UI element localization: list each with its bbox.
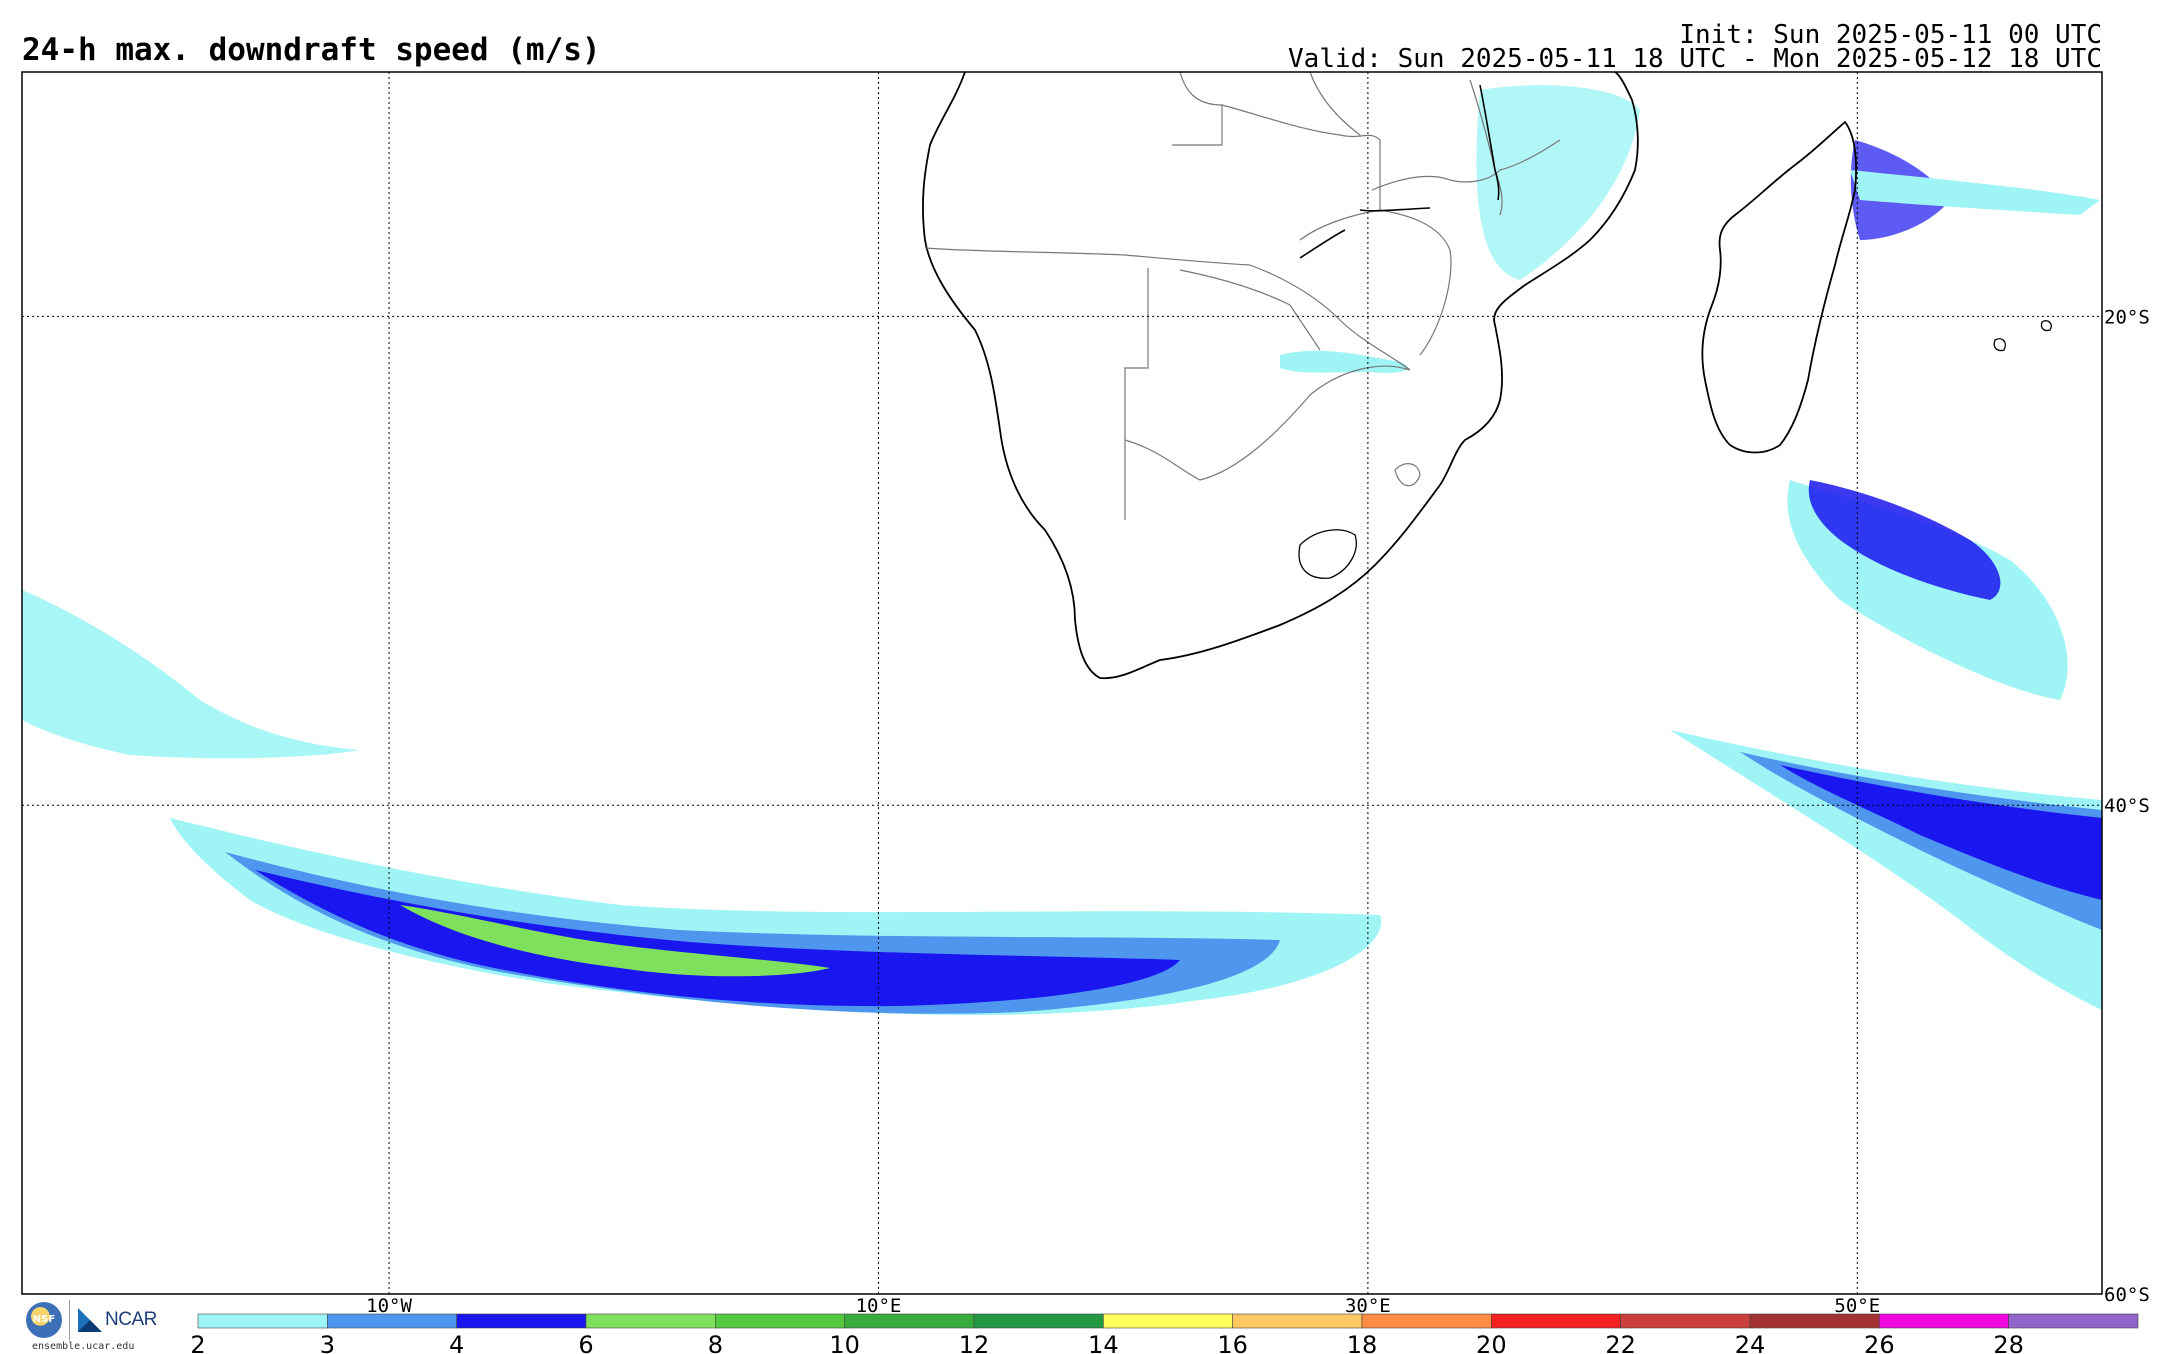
- colorbar-swatch: [1103, 1313, 1233, 1329]
- border-drc: [1179, 71, 1361, 136]
- border-angola-namibia: [924, 247, 1251, 266]
- border-namibia-botswana: [1124, 268, 1149, 520]
- colorbar-label: 12: [959, 1331, 990, 1354]
- downdraft-region-mozambique: [1476, 85, 1640, 281]
- map-frame: [21, 71, 2103, 1295]
- colorbar-swatch: [1749, 1313, 1880, 1329]
- lat-tick-label: 40°S: [2104, 795, 2150, 817]
- site-url: ensemble.ucar.edu: [32, 1341, 135, 1352]
- map-title: 24-h max. downdraft speed (m/s): [22, 32, 601, 68]
- colorbar-swatch: [456, 1313, 587, 1329]
- downdraft-region-west: [22, 590, 360, 759]
- border-mozambique: [1379, 209, 1452, 356]
- lesotho-outline: [1298, 529, 1357, 579]
- colorbar-label: 28: [1993, 1331, 2024, 1354]
- colorbar-swatch: [844, 1313, 975, 1329]
- downdraft-shading: [22, 85, 2102, 1016]
- lake-malawi: [1479, 84, 1500, 201]
- colorbar-label: 26: [1864, 1331, 1895, 1354]
- nsf-logo: NSF: [26, 1302, 62, 1338]
- colorbar: 2 3 4 6 8 10 12 14 16 18 20 22 24 26 28: [190, 1313, 2139, 1354]
- colorbar-label: 2: [190, 1331, 205, 1354]
- downdraft-region-botswana: [1280, 350, 1409, 373]
- ncar-mark-icon: [78, 1308, 102, 1332]
- madagascar-coastline: [1701, 120, 1858, 454]
- colorbar-swatch: [1879, 1313, 2009, 1329]
- border-south-africa-north: [1124, 365, 1411, 481]
- downdraft-region-madagascar-dark: [1808, 480, 2001, 600]
- colorbar-label: 4: [449, 1331, 464, 1354]
- country-borders: [924, 71, 1561, 520]
- lat-tick-label: 20°S: [2104, 306, 2150, 328]
- border-swaziland: [1394, 463, 1421, 487]
- colorbar-label: 16: [1217, 1331, 1248, 1354]
- colorbar-label: 18: [1347, 1331, 1378, 1354]
- colorbar-label: 8: [708, 1331, 723, 1354]
- lon-tick-label: 10°E: [856, 1295, 902, 1317]
- colorbar-swatch: [973, 1313, 1104, 1329]
- colorbar-swatch: [715, 1313, 845, 1329]
- colorbar-label: 20: [1476, 1331, 1507, 1354]
- colorbar-label: 6: [578, 1331, 593, 1354]
- colorbar-swatch: [1491, 1313, 1621, 1329]
- downdraft-region-madagascar-tail: [1850, 170, 2100, 215]
- downdraft-region-indian-mid: [1740, 752, 2102, 930]
- ncar-logo: NCAR: [78, 1304, 157, 1336]
- lon-tick-label: 50°E: [1834, 1295, 1880, 1317]
- downdraft-region-indian-dark: [1780, 765, 2102, 900]
- reunion-outline: [2040, 320, 2052, 332]
- logo-separator: [69, 1300, 70, 1340]
- coastlines: [922, 71, 2052, 680]
- nsf-logo-text: NSF: [32, 1314, 56, 1325]
- mauritius-outline: [1993, 338, 2006, 352]
- lakes: [1299, 84, 1500, 259]
- init-time: Init: Sun 2025-05-11 00 UTC: [1679, 20, 2102, 50]
- colorbar-label: 22: [1605, 1331, 1636, 1354]
- border-tanzania: [1371, 139, 1561, 191]
- downdraft-region-atlantic-core: [400, 905, 830, 977]
- colorbar-swatch: [327, 1313, 457, 1329]
- colorbar-label: 10: [829, 1331, 860, 1354]
- border-zambia-north: [1172, 104, 1381, 241]
- downdraft-region-atlantic-core2: [600, 950, 770, 971]
- colorbar-swatch: [2008, 1313, 2139, 1329]
- border-botswana-zimbabwe: [1179, 269, 1321, 351]
- lat-tick-label: 60°S: [2104, 1284, 2150, 1306]
- lake-kariba: [1299, 229, 1346, 259]
- colorbar-swatch: [1620, 1313, 1751, 1329]
- africa-coastline: [922, 71, 1639, 680]
- graticule: [22, 72, 2102, 1294]
- graticule-labels: 10°W 10°E 30°E 50°E 20°S 40°S 60°S: [366, 306, 2150, 1317]
- colorbar-swatch: [585, 1313, 716, 1329]
- lake-tanganyika: [1359, 207, 1431, 212]
- colorbar-label: 3: [320, 1331, 335, 1354]
- downdraft-region-atlantic-dark: [255, 870, 1180, 1007]
- colorbar-label: 14: [1088, 1331, 1119, 1354]
- border-zambia-zimbabwe: [1249, 264, 1411, 371]
- colorbar-swatch: [1361, 1313, 1492, 1329]
- valid-time: Valid: Sun 2025-05-11 18 UTC - Mon 2025-…: [1288, 44, 2102, 74]
- ncar-logo-text: NCAR: [105, 1309, 157, 1330]
- lon-tick-label: 30°E: [1345, 1295, 1391, 1317]
- lon-tick-label: 10°W: [366, 1295, 412, 1317]
- colorbar-label: 24: [1735, 1331, 1766, 1354]
- colorbar-swatch: [1232, 1313, 1363, 1329]
- colorbar-swatch: [197, 1313, 328, 1329]
